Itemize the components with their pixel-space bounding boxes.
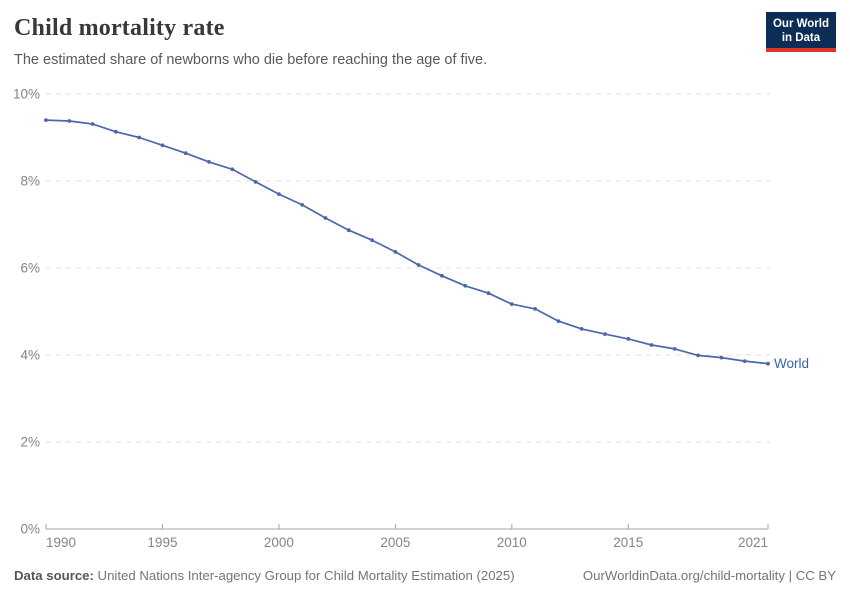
data-point[interactable] [253, 180, 258, 184]
x-axis-tick-label: 2000 [264, 535, 294, 550]
data-point[interactable] [766, 361, 770, 366]
data-point[interactable] [160, 143, 165, 148]
series-label-world[interactable]: World [774, 356, 809, 371]
data-point[interactable] [90, 122, 95, 126]
data-point[interactable] [277, 192, 281, 197]
data-point[interactable] [649, 343, 654, 347]
data-point[interactable] [230, 167, 235, 172]
data-point[interactable] [579, 327, 584, 331]
y-axis-tick-label: 2% [20, 435, 40, 450]
data-point[interactable] [300, 203, 305, 207]
y-axis-tick-label: 4% [20, 348, 40, 363]
data-source-label: Data source: [14, 568, 94, 583]
data-point[interactable] [114, 129, 118, 134]
data-point[interactable] [696, 353, 700, 358]
x-axis-tick-label: 2015 [613, 535, 643, 550]
data-point[interactable] [533, 307, 537, 311]
data-point[interactable] [556, 319, 561, 323]
data-point[interactable] [742, 359, 747, 363]
chart-footer: Data source: United Nations Inter-agency… [14, 568, 836, 583]
x-axis-tick-label: 1990 [46, 535, 76, 550]
data-point[interactable] [626, 337, 631, 341]
y-axis-tick-label: 6% [20, 261, 40, 276]
data-point[interactable] [463, 283, 468, 288]
data-point[interactable] [440, 273, 444, 278]
data-point[interactable] [67, 119, 72, 123]
data-point[interactable] [370, 238, 374, 243]
data-point[interactable] [486, 291, 491, 296]
x-axis-tick-label: 2005 [380, 535, 410, 550]
data-point[interactable] [672, 347, 677, 351]
page-title: Child mortality rate [14, 15, 225, 41]
y-axis-tick-label: 0% [20, 522, 40, 537]
y-axis-tick-label: 8% [20, 174, 40, 189]
x-axis-tick-label: 2010 [497, 535, 527, 550]
data-point[interactable] [416, 263, 421, 267]
credit-link[interactable]: OurWorldinData.org/child-mortality | CC … [582, 568, 836, 583]
owid-logo-line2: in Data [781, 32, 821, 45]
data-point[interactable] [393, 250, 398, 254]
y-axis-tick-label: 10% [13, 87, 40, 102]
data-source-text: United Nations Inter-agency Group for Ch… [93, 568, 515, 583]
data-point[interactable] [207, 160, 211, 164]
chart-subtitle: The estimated share of newborns who die … [14, 52, 488, 68]
x-axis-tick-label: 2021 [738, 535, 768, 550]
owid-logo[interactable]: Our World in Data [765, 12, 836, 53]
series-line-world[interactable] [45, 119, 769, 365]
data-point[interactable] [346, 228, 351, 233]
data-point[interactable] [183, 151, 188, 156]
data-point[interactable] [137, 135, 142, 140]
data-source: Data source: United Nations Inter-agency… [14, 568, 515, 583]
data-point[interactable] [603, 332, 607, 336]
data-point[interactable] [44, 118, 48, 122]
x-axis-tick-label: 1995 [147, 535, 177, 550]
data-point[interactable] [509, 302, 514, 306]
data-point[interactable] [719, 355, 724, 360]
data-point[interactable] [323, 216, 328, 220]
owid-logo-line1: Our World [772, 18, 829, 30]
